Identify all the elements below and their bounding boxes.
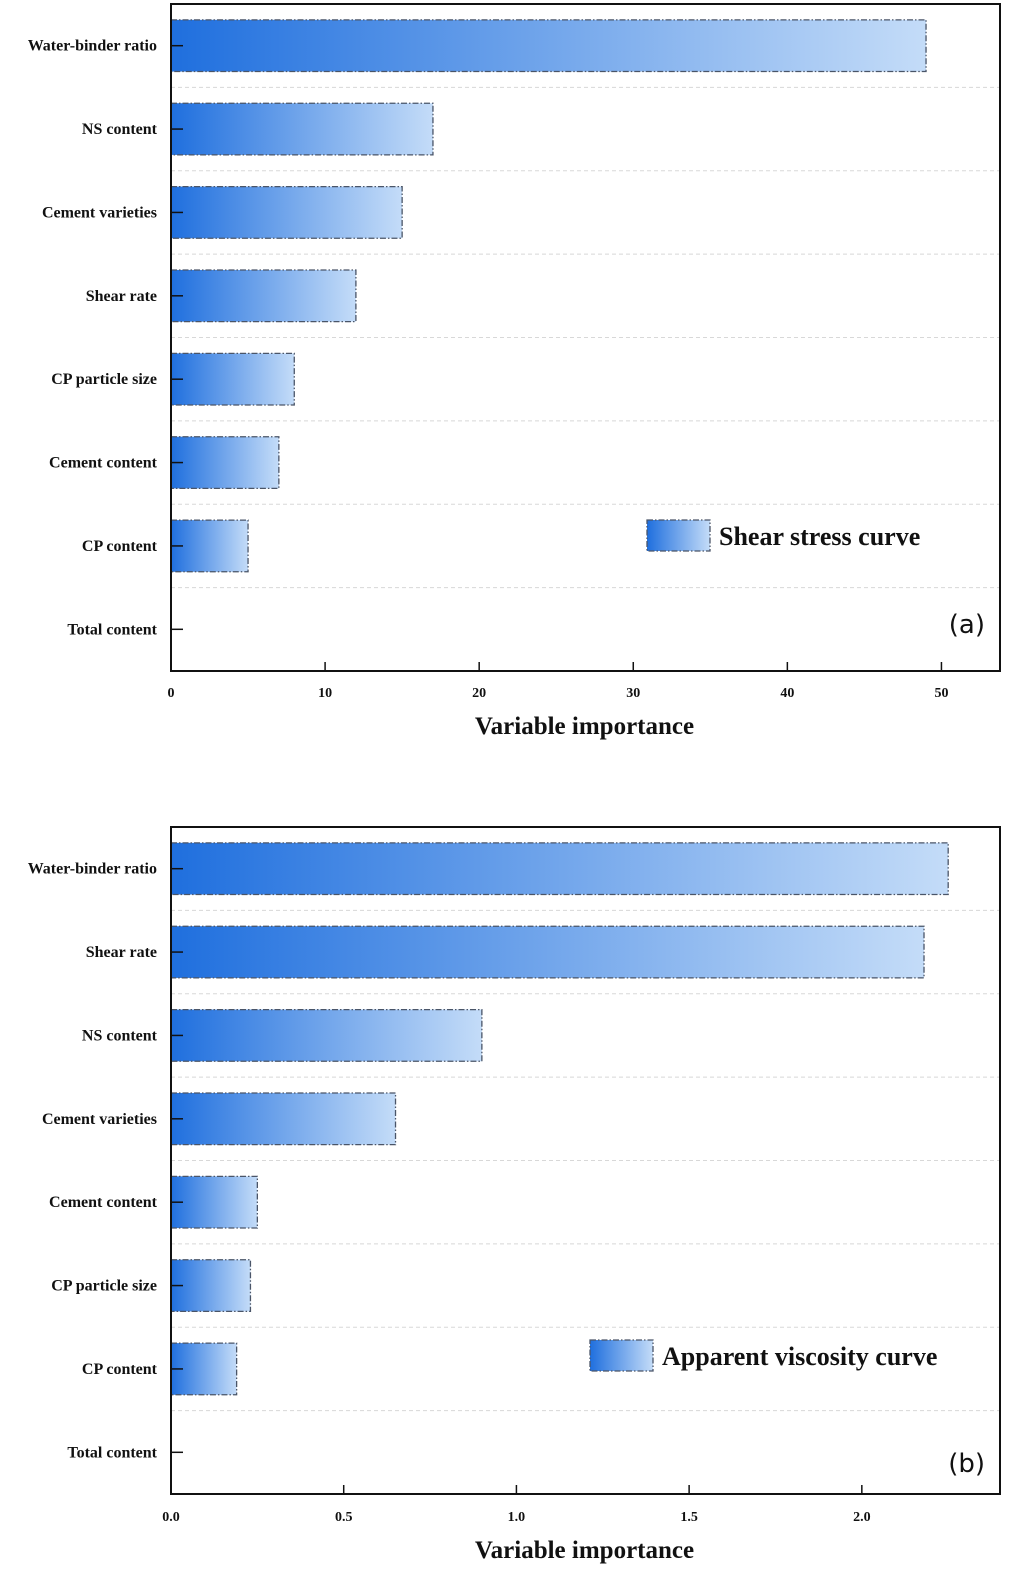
legend-label: Apparent viscosity curve	[662, 1342, 937, 1371]
bar-cp-particle-size	[170, 1259, 252, 1313]
bar-water-binder-ratio	[170, 842, 949, 896]
legend-label: Shear stress curve	[719, 522, 920, 551]
category-label: Shear rate	[86, 944, 157, 961]
bar-cement-content	[170, 1175, 259, 1229]
bar-cement-varieties	[170, 185, 403, 239]
x-tick-label: 50	[934, 686, 948, 701]
panel-tag: (b)	[948, 1449, 985, 1479]
bar-shear-rate	[170, 925, 925, 979]
legend-swatch	[589, 1339, 654, 1372]
category-label: CP particle size	[51, 371, 157, 388]
category-label: Cement varieties	[42, 1111, 157, 1128]
category-label: CP content	[82, 538, 158, 555]
bar-ns-content	[170, 1008, 483, 1062]
bar-cp-content	[170, 519, 249, 573]
category-label: CP particle size	[51, 1278, 157, 1295]
bar-water-binder-ratio	[170, 19, 927, 73]
x-tick-label: 1.5	[680, 1510, 698, 1525]
x-tick-label: 0	[168, 686, 175, 701]
category-label: NS content	[82, 121, 158, 138]
bar-shear-rate	[170, 269, 357, 323]
plot-frame	[170, 826, 1001, 1495]
x-tick-label: 0.0	[162, 1510, 180, 1525]
plot-frame	[170, 3, 1001, 672]
panel-b: Water-binder ratio Shear rate NS content Ce…	[28, 826, 1001, 1564]
x-tick-label: 20	[472, 686, 486, 701]
category-label: Cement content	[49, 455, 158, 472]
category-label: Water-binder ratio	[28, 861, 157, 878]
x-tick-label: 0.5	[335, 1510, 353, 1525]
x-tick-label: 30	[626, 686, 640, 701]
bar-cement-content	[170, 436, 280, 490]
category-label: Total content	[67, 621, 157, 638]
bar-cement-varieties	[170, 1092, 397, 1146]
bar-cp-particle-size	[170, 352, 295, 406]
x-axis-title: Variable importance	[475, 713, 694, 740]
category-label: Cement content	[49, 1194, 158, 1211]
panel-a: Water-binder ratio NS content Cement varie…	[28, 3, 1001, 740]
category-label: NS content	[82, 1027, 158, 1044]
category-label: Shear rate	[86, 288, 157, 305]
x-tick-label: 2.0	[853, 1510, 871, 1525]
category-label: Total content	[67, 1444, 157, 1461]
panel-tag: (a)	[949, 610, 985, 640]
x-axis-title: Variable importance	[475, 1537, 694, 1564]
x-tick-label: 40	[780, 686, 794, 701]
category-label: CP content	[82, 1361, 158, 1378]
legend-swatch	[646, 519, 711, 552]
bar-ns-content	[170, 102, 434, 156]
x-tick-label: 1.0	[508, 1510, 526, 1525]
category-label: Water-binder ratio	[28, 38, 157, 55]
x-tick-label: 10	[318, 686, 332, 701]
category-label: Cement varieties	[42, 204, 157, 221]
